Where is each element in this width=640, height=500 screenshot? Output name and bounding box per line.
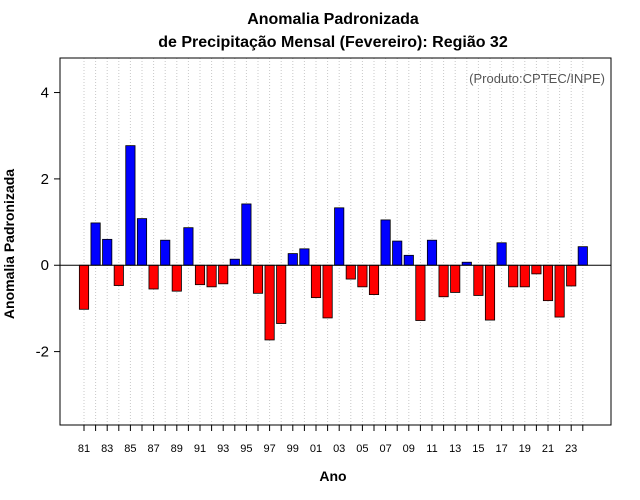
bars xyxy=(78,145,588,341)
x-tick-label: 21 xyxy=(542,443,554,455)
x-axis: 81 83 85 87 89 91 93 95 97 99 01 03 05 07 09 11 13 15 17 19… xyxy=(78,425,584,455)
bar xyxy=(310,264,322,299)
bar xyxy=(554,264,565,318)
x-tick-label: 17 xyxy=(495,443,507,455)
bar xyxy=(218,264,229,285)
bar xyxy=(90,222,101,266)
x-tick-label: 97 xyxy=(263,443,275,455)
bar xyxy=(508,264,519,288)
x-tick-label: 15 xyxy=(472,443,484,455)
bar xyxy=(252,264,264,294)
bar xyxy=(183,227,194,266)
bar xyxy=(125,145,136,266)
bar xyxy=(171,264,182,292)
bar xyxy=(78,264,90,310)
bar xyxy=(148,264,159,290)
bar xyxy=(368,264,380,296)
bar xyxy=(473,264,484,296)
bar xyxy=(519,264,530,288)
x-tick-label: 83 xyxy=(101,443,113,455)
x-tick-label: 87 xyxy=(147,443,159,455)
chart-title: Anomalia Padronizada xyxy=(247,11,419,28)
bar xyxy=(241,203,252,266)
bar xyxy=(229,258,240,266)
bar xyxy=(426,239,438,266)
x-tick-label: 11 xyxy=(426,443,437,455)
y-axis-label: Anomalia Padronizada xyxy=(1,169,17,319)
bar xyxy=(206,264,217,288)
bar xyxy=(102,238,113,266)
y-axis: -2 0 2 4 xyxy=(36,85,60,361)
bar xyxy=(531,264,542,275)
y-tick-label: 0 xyxy=(41,257,49,274)
x-tick-label: 05 xyxy=(356,443,368,455)
x-tick-label: 93 xyxy=(217,443,229,455)
bar xyxy=(484,264,496,321)
x-tick-label: 01 xyxy=(310,443,322,455)
x-tick-label: 95 xyxy=(240,443,252,455)
bar xyxy=(577,246,588,266)
bar xyxy=(345,264,356,280)
bar xyxy=(542,264,554,302)
chart-subtitle: de Precipitação Mensal (Fevereiro): Regi… xyxy=(158,34,508,51)
bar xyxy=(160,239,171,266)
plot-frame xyxy=(59,57,612,426)
bar xyxy=(287,253,298,266)
x-tick-label: 85 xyxy=(124,443,136,455)
bar xyxy=(392,240,403,266)
x-tick-label: 81 xyxy=(78,443,90,455)
bar xyxy=(415,264,426,321)
x-tick-label: 13 xyxy=(449,443,461,455)
bar xyxy=(136,218,148,266)
bar xyxy=(334,207,345,266)
bar xyxy=(438,264,449,298)
bar xyxy=(322,264,333,319)
grid xyxy=(83,58,584,425)
bar xyxy=(450,264,461,293)
bar xyxy=(264,264,275,341)
x-tick-label: 99 xyxy=(287,443,299,455)
x-tick-label: 23 xyxy=(565,443,577,455)
bar xyxy=(496,242,507,266)
x-tick-label: 89 xyxy=(171,443,183,455)
bar xyxy=(357,264,368,288)
bar xyxy=(380,219,391,266)
x-tick-label: 09 xyxy=(403,443,415,455)
x-tick-label: 03 xyxy=(333,443,345,455)
x-tick-label: 19 xyxy=(519,443,531,455)
bar xyxy=(113,264,124,286)
y-tick-label: 2 xyxy=(41,171,49,188)
y-tick-label: 4 xyxy=(41,85,49,102)
bar xyxy=(403,254,414,266)
bar xyxy=(276,264,287,324)
x-tick-label: 07 xyxy=(379,443,391,455)
x-tick-label: 91 xyxy=(194,443,206,455)
credit-label: (Produto:CPTEC/INPE) xyxy=(469,71,605,86)
y-tick-label: -2 xyxy=(36,344,49,361)
bar xyxy=(566,264,577,287)
bar xyxy=(194,264,206,286)
bar xyxy=(299,248,310,266)
x-axis-label: Ano xyxy=(319,468,346,484)
